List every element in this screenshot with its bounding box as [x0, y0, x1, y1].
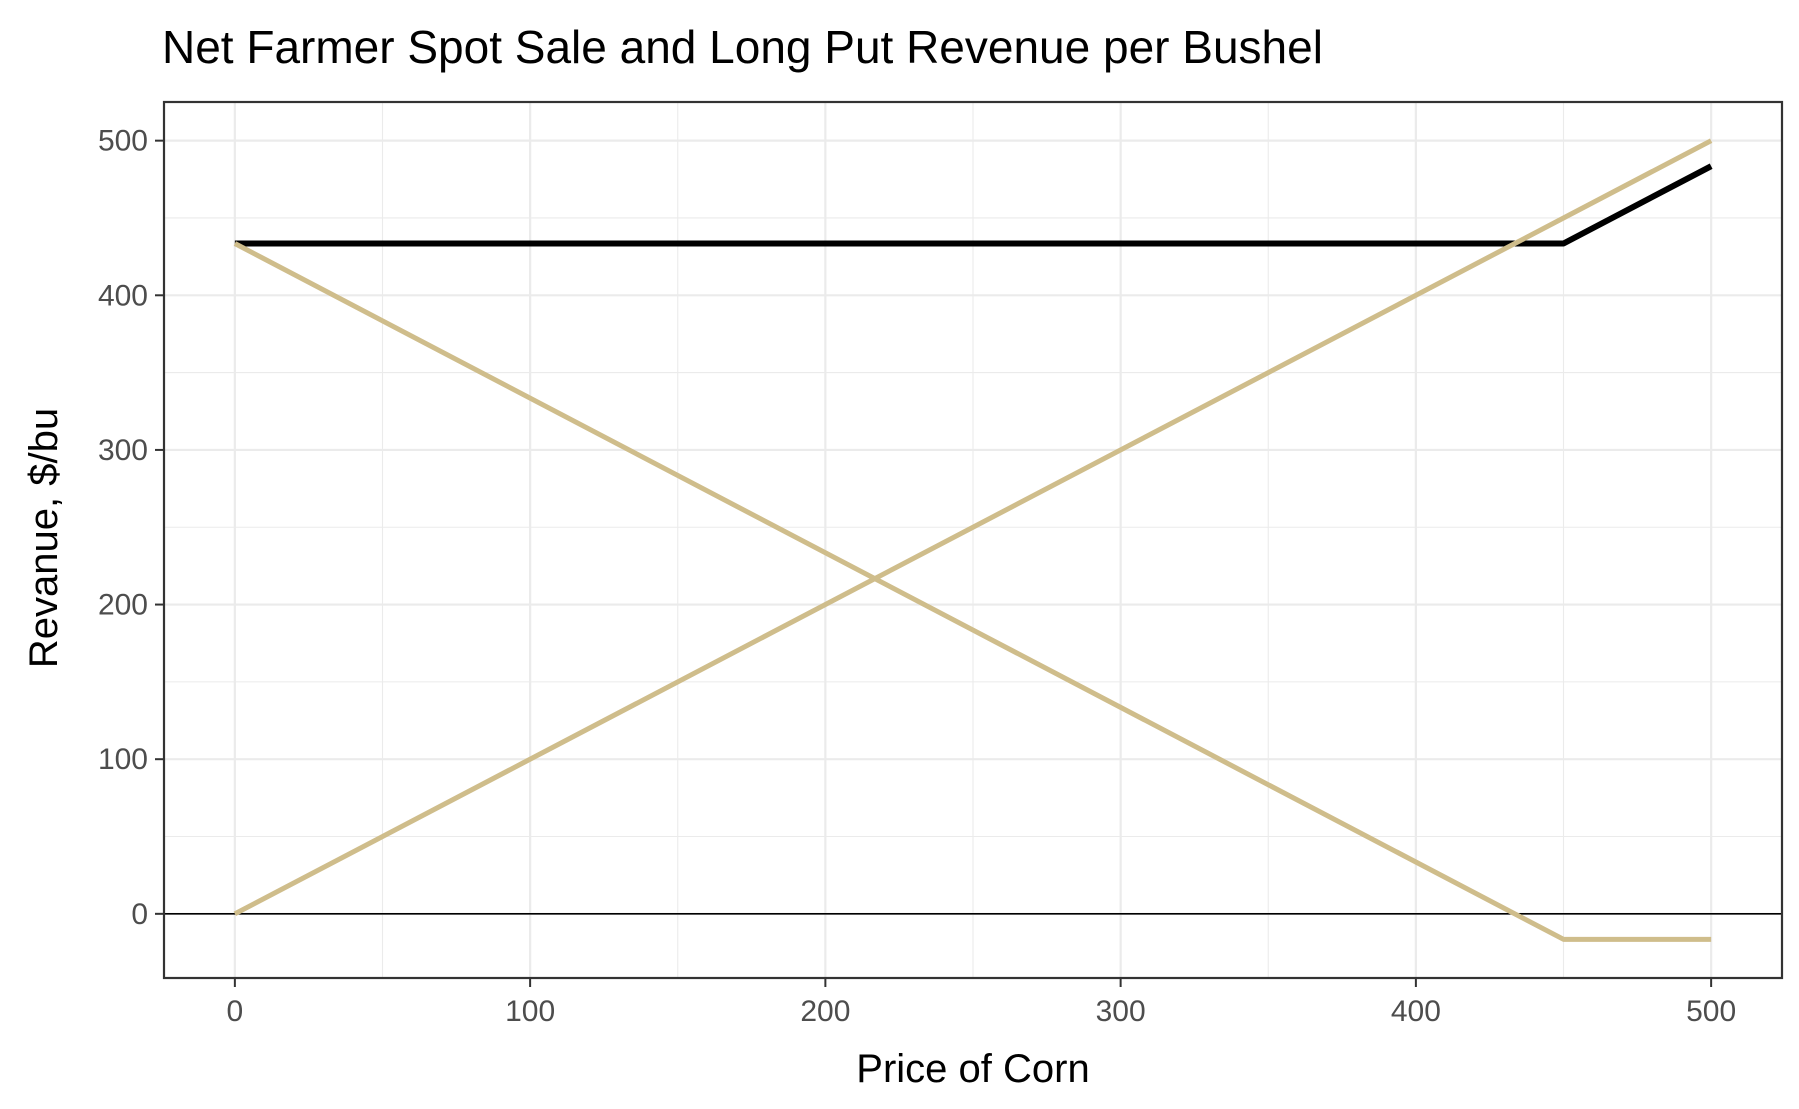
series-lines [233, 138, 1713, 942]
y-tick-label: 400 [98, 279, 148, 312]
x-axis-label: Price of Corn [856, 1047, 1089, 1091]
y-axis: 0 100 200 300 400 500 [98, 125, 164, 931]
major-gridlines [164, 102, 1782, 978]
x-axis: 0 100 200 300 400 500 [227, 978, 1736, 1028]
minor-gridlines [164, 102, 1782, 978]
x-tick-label: 400 [1391, 995, 1441, 1028]
y-tick-label: 300 [98, 434, 148, 467]
x-tick-label: 200 [800, 995, 850, 1028]
y-tick-label: 200 [98, 589, 148, 622]
chart-title: Net Farmer Spot Sale and Long Put Revenu… [162, 21, 1323, 73]
x-tick-label: 300 [1096, 995, 1146, 1028]
y-tick-label: 500 [98, 125, 148, 158]
y-tick-label: 0 [131, 898, 148, 931]
y-axis-label: Revanue, $/bu [22, 408, 66, 668]
x-tick-label: 100 [505, 995, 555, 1028]
y-tick-label: 100 [98, 743, 148, 776]
series-line-1 [234, 163, 1713, 247]
series-line-3 [233, 241, 1712, 942]
panel-border [162, 100, 1784, 980]
x-tick-label: 500 [1686, 995, 1736, 1028]
x-tick-label: 0 [227, 995, 244, 1028]
series-line-2 [233, 138, 1713, 917]
plot-panel [162, 100, 1784, 980]
